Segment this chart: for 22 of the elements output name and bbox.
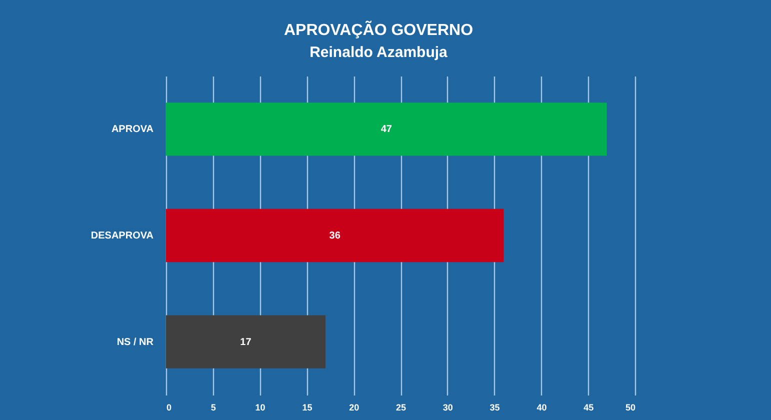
bar: [166, 208, 504, 262]
x-tick-label: 20: [349, 402, 360, 412]
chart-title: APROVAÇÃO GOVERNO: [284, 20, 474, 39]
x-tick-label: 5: [210, 402, 216, 412]
x-tick-label: 35: [490, 402, 500, 412]
y-tick-label: DESAPROVA: [90, 230, 154, 242]
y-tick-label: APROVA: [111, 124, 154, 136]
chart-subtitle: Reinaldo Azambuja: [310, 44, 448, 61]
x-tick-label: 30: [442, 402, 453, 412]
bar: [166, 315, 326, 368]
x-tick-label: 10: [255, 402, 266, 412]
data-label: 17: [240, 336, 252, 348]
x-tick-label: 40: [536, 402, 547, 412]
data-label: 47: [380, 124, 392, 136]
x-tick-label: 50: [625, 402, 636, 412]
bar: [166, 102, 607, 156]
x-tick-label: 25: [396, 402, 406, 412]
x-tick-label: 45: [584, 402, 594, 412]
data-label: 36: [329, 230, 341, 242]
y-tick-label: NS / NR: [116, 336, 154, 348]
x-tick-label: 15: [302, 402, 312, 412]
x-tick-label: 0: [166, 402, 172, 412]
